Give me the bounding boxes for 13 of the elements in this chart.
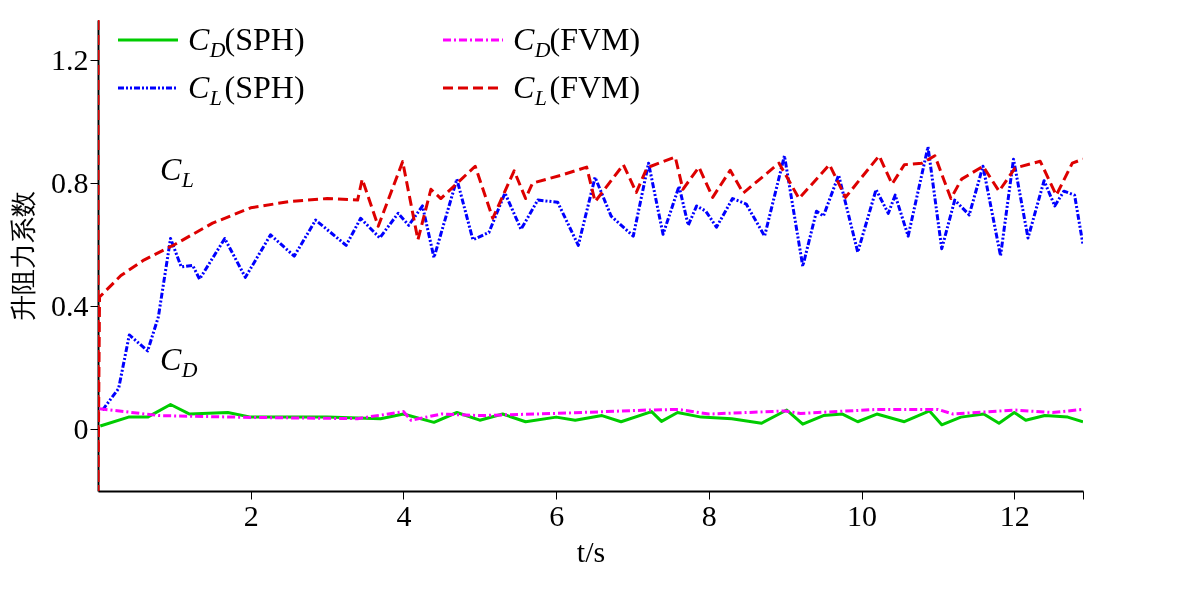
x-tick-label: 6 xyxy=(549,498,565,532)
y-tick-label: 0.4 xyxy=(51,288,89,322)
x-tick-label: 10 xyxy=(847,498,878,532)
y-tick-label: 1.2 xyxy=(51,42,89,76)
x-tick-label: 2 xyxy=(243,498,259,532)
x-tick-label: 4 xyxy=(396,498,412,532)
x-tick-label: 12 xyxy=(999,498,1030,532)
x-axis-title: t/s xyxy=(576,534,606,568)
line-series xyxy=(98,407,1083,422)
y-tick-label: 0.8 xyxy=(51,165,89,199)
y-tick-label: 0 xyxy=(73,411,89,445)
x-tick-label: 8 xyxy=(701,498,717,532)
y-axis-title: 升阻力系数 xyxy=(8,191,38,321)
